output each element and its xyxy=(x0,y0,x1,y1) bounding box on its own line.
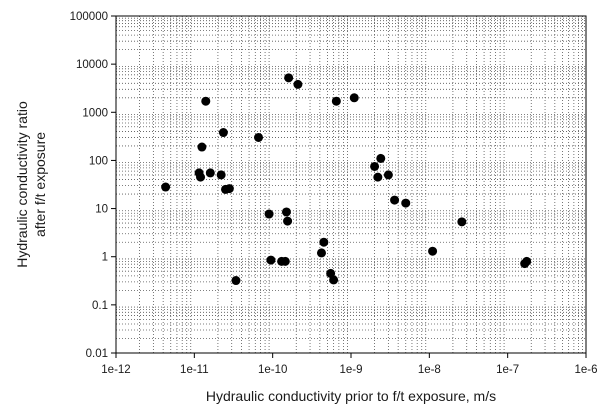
x-tick-label: 1e-11 xyxy=(180,364,209,376)
x-tick-label: 1e-12 xyxy=(101,364,130,376)
data-point xyxy=(370,161,380,171)
y-axis-title-line-1: Hydraulic conductivity ratio xyxy=(14,101,30,268)
x-tick-label: 1e-8 xyxy=(418,364,441,376)
data-point xyxy=(373,172,383,182)
data-point xyxy=(254,132,264,142)
data-point xyxy=(293,79,303,89)
data-point xyxy=(428,246,438,256)
x-tick-label: 1e-10 xyxy=(258,364,287,376)
y-tick-label: 0.1 xyxy=(92,300,108,312)
data-point xyxy=(316,248,326,258)
data-points xyxy=(161,73,532,286)
data-point xyxy=(264,209,274,219)
x-tick-label: 1e-7 xyxy=(496,364,519,376)
x-tick-label: 1e-6 xyxy=(574,364,597,376)
data-point xyxy=(281,207,291,217)
axis-ticks: 1e-12 1e-11 1e-10 1e-9 1e-8 1e-7 1e-6 0.01 0.1 1 1… xyxy=(70,11,598,376)
data-point xyxy=(161,182,171,192)
data-point xyxy=(196,172,206,182)
data-point xyxy=(266,255,276,265)
data-point xyxy=(383,170,393,180)
x-axis-title: Hydraulic conductivity prior to f/t expo… xyxy=(206,388,496,404)
y-tick-label: 100000 xyxy=(70,11,108,23)
data-point xyxy=(522,256,532,266)
data-point xyxy=(218,128,228,138)
y-tick-label: 100 xyxy=(89,155,108,167)
data-point xyxy=(284,73,294,83)
data-point xyxy=(319,237,329,247)
data-point xyxy=(280,256,290,266)
data-point xyxy=(329,275,339,285)
data-point xyxy=(201,96,211,106)
data-point xyxy=(205,168,215,178)
data-point xyxy=(376,153,386,163)
y-tick-label: 1 xyxy=(102,252,108,264)
data-point xyxy=(331,96,341,106)
plot-grid xyxy=(116,16,586,353)
x-tick-label: 1e-9 xyxy=(339,364,362,376)
y-axis-title-line-2: after f/t exposure xyxy=(32,132,48,237)
data-point xyxy=(401,198,411,208)
data-point xyxy=(197,142,207,152)
data-point xyxy=(216,170,226,180)
data-point xyxy=(349,93,359,103)
y-tick-label: 1000 xyxy=(82,107,108,119)
y-tick-label: 0.01 xyxy=(86,348,108,360)
data-point xyxy=(390,195,400,205)
y-tick-label: 10 xyxy=(95,204,108,216)
data-point xyxy=(231,276,241,286)
data-point xyxy=(457,217,467,227)
data-point xyxy=(224,184,234,194)
y-tick-label: 10000 xyxy=(76,59,108,71)
data-point xyxy=(283,216,293,226)
